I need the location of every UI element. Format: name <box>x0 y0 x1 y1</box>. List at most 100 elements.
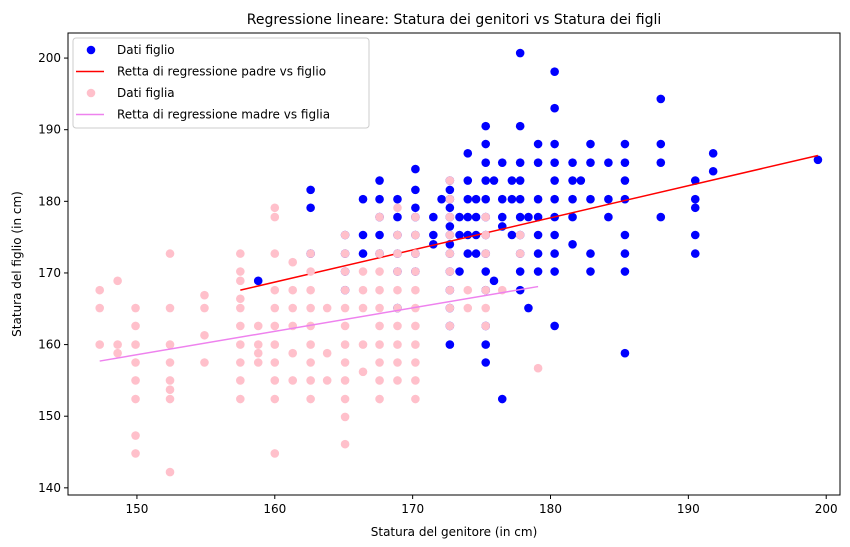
data-point <box>533 249 543 258</box>
data-point <box>375 230 384 240</box>
y-tick-label: 170 <box>38 266 61 280</box>
data-point <box>95 340 105 349</box>
data-point <box>340 412 350 422</box>
data-point <box>393 267 402 276</box>
data-point <box>236 394 245 404</box>
data-point <box>253 321 263 331</box>
data-point <box>165 394 175 404</box>
data-point <box>340 230 350 240</box>
scatter-series-2 <box>95 176 543 477</box>
data-point <box>463 176 473 185</box>
data-point <box>270 203 280 213</box>
data-point <box>620 139 630 149</box>
data-point <box>533 363 543 373</box>
data-point <box>445 203 455 213</box>
data-point <box>358 303 368 313</box>
data-point <box>481 212 491 222</box>
data-point <box>358 367 368 377</box>
legend-label: Dati figlia <box>117 86 175 100</box>
data-point <box>253 348 263 358</box>
data-point <box>340 303 350 313</box>
data-point <box>288 376 298 385</box>
data-point <box>393 285 402 295</box>
data-point <box>445 185 455 195</box>
data-point <box>306 394 315 404</box>
data-point <box>236 376 245 385</box>
chart-title: Regressione lineare: Statura dei genitor… <box>247 12 662 28</box>
data-point <box>515 230 525 240</box>
data-point <box>131 321 140 331</box>
data-point <box>411 249 420 258</box>
data-point <box>481 285 491 295</box>
data-point <box>568 240 577 249</box>
data-point <box>236 294 245 304</box>
data-point <box>165 358 175 367</box>
data-point <box>489 176 499 185</box>
data-point <box>481 139 491 149</box>
data-point <box>471 212 481 222</box>
data-point <box>455 212 464 222</box>
data-point <box>375 212 384 222</box>
data-point <box>455 267 464 276</box>
data-point <box>411 340 420 349</box>
data-point <box>306 303 315 313</box>
data-point <box>393 194 402 204</box>
data-point <box>358 230 368 240</box>
legend-label: Dati figlio <box>117 43 175 57</box>
data-point <box>620 158 630 167</box>
data-point <box>533 212 543 222</box>
data-point <box>270 394 280 404</box>
data-point <box>586 194 595 204</box>
data-point <box>533 230 543 240</box>
data-point <box>375 394 384 404</box>
data-point <box>375 340 384 349</box>
data-point <box>620 348 630 358</box>
data-point <box>533 158 543 167</box>
data-point <box>411 358 420 367</box>
data-point <box>358 267 368 276</box>
data-point <box>429 240 438 249</box>
data-point <box>306 340 315 349</box>
data-point <box>690 249 700 258</box>
data-point <box>131 376 140 385</box>
regression-line-3 <box>99 285 539 362</box>
data-point <box>690 230 700 240</box>
data-point <box>481 230 491 240</box>
data-point <box>568 212 577 222</box>
data-point <box>165 249 175 258</box>
data-point <box>358 194 368 204</box>
data-point <box>708 166 718 176</box>
data-point <box>288 348 298 358</box>
data-point <box>481 121 491 131</box>
data-point <box>515 267 525 276</box>
data-point <box>586 267 595 276</box>
data-point <box>690 176 700 185</box>
data-point <box>375 376 384 385</box>
data-point <box>550 67 559 76</box>
data-point <box>236 358 245 367</box>
data-point <box>236 276 245 286</box>
data-point <box>411 321 420 331</box>
data-point <box>270 212 280 222</box>
data-point <box>165 376 175 385</box>
data-point <box>497 158 507 167</box>
data-point <box>481 321 491 331</box>
x-tick-label: 180 <box>539 502 562 516</box>
data-point <box>375 285 384 295</box>
data-point <box>507 194 517 204</box>
data-point <box>550 158 559 167</box>
data-point <box>253 358 263 367</box>
legend-frame <box>72 37 370 129</box>
data-point <box>429 230 438 240</box>
data-point <box>131 358 140 367</box>
data-point <box>322 303 332 313</box>
data-point <box>113 348 122 358</box>
data-point <box>131 449 140 458</box>
data-point <box>445 321 455 331</box>
data-point <box>568 194 577 204</box>
data-point <box>586 139 595 149</box>
data-point <box>200 358 209 367</box>
data-point <box>165 340 175 349</box>
data-point <box>445 249 455 258</box>
